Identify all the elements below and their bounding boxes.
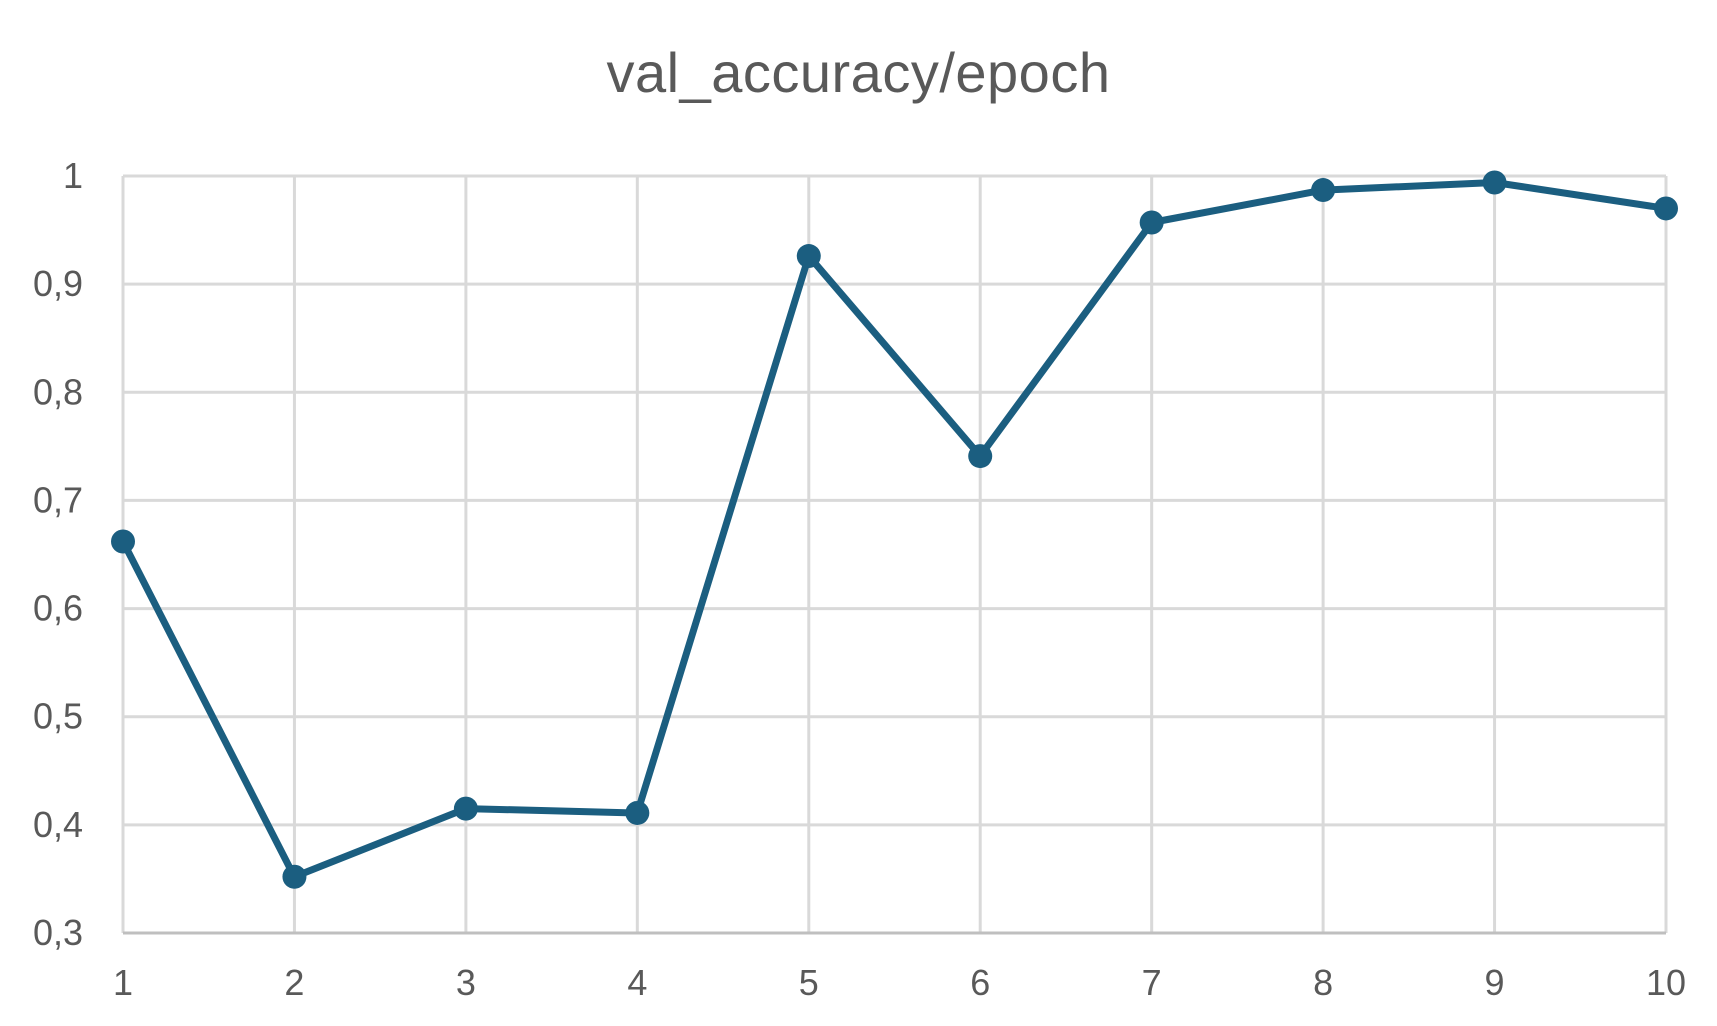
data-point-marker — [282, 864, 307, 889]
data-series — [111, 170, 1678, 889]
chart-title: val_accuracy/epoch — [606, 41, 1111, 104]
x-tick-label: 1 — [113, 962, 133, 1003]
x-tick-label: 3 — [456, 962, 476, 1003]
grid-lines — [121, 174, 1668, 933]
x-tick-label: 9 — [1485, 962, 1505, 1003]
data-point-marker — [1482, 170, 1507, 195]
x-tick-label: 5 — [799, 962, 819, 1003]
y-tick-label: 1 — [63, 155, 83, 196]
y-tick-label: 0,9 — [33, 263, 83, 304]
y-tick-label: 0,5 — [33, 696, 83, 737]
data-point-marker — [1311, 178, 1336, 203]
x-tick-labels: 1 2 3 4 5 6 7 8 9 10 — [113, 962, 1686, 1003]
data-point-marker — [453, 796, 478, 821]
data-point-marker — [625, 800, 650, 825]
x-tick-label: 6 — [970, 962, 990, 1003]
y-tick-label: 0,8 — [33, 371, 83, 412]
x-tick-label: 4 — [627, 962, 647, 1003]
y-tick-label: 0,6 — [33, 588, 83, 629]
data-point-marker — [796, 244, 821, 269]
data-point-marker — [968, 444, 993, 469]
x-tick-label: 7 — [1142, 962, 1162, 1003]
data-point-marker — [1139, 210, 1164, 235]
x-tick-label: 2 — [284, 962, 304, 1003]
series-line — [119, 179, 1670, 881]
y-tick-label: 0,4 — [33, 804, 83, 845]
data-point-marker — [111, 529, 135, 554]
y-tick-label: 0,3 — [33, 912, 83, 953]
x-tick-label: 10 — [1646, 962, 1686, 1003]
x-tick-label: 8 — [1313, 962, 1333, 1003]
data-point-marker — [1654, 196, 1678, 221]
y-tick-labels: 0,3 0,4 0,5 0,6 0,7 0,8 0,9 1 — [33, 155, 83, 953]
y-tick-label: 0,7 — [33, 479, 83, 520]
